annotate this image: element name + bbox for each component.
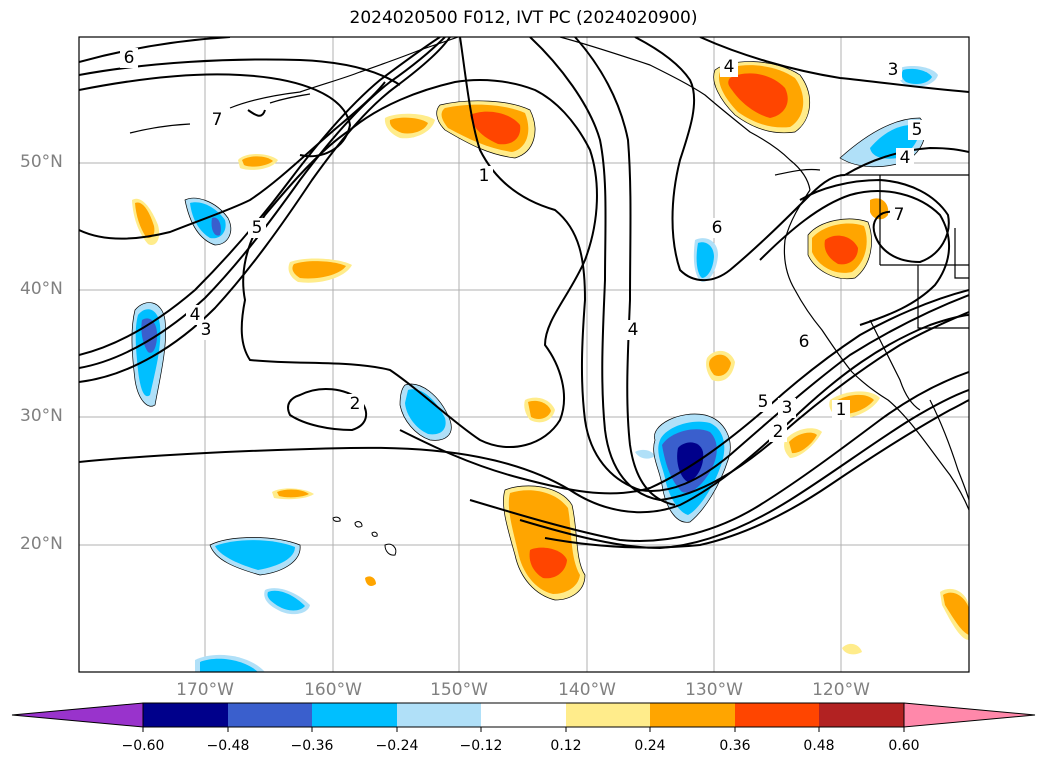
contour-label: 6 (799, 332, 810, 352)
colorbar-tick-label: −0.60 (121, 738, 165, 754)
lat-label: 30°N (20, 406, 63, 426)
colorbar-tick-label: −0.36 (290, 738, 334, 754)
lon-label: 140°W (558, 680, 616, 700)
contour-label: 3 (201, 320, 212, 340)
lon-label: 150°W (430, 680, 488, 700)
colorbar-bin (397, 703, 481, 727)
colorbar (11, 702, 1036, 732)
colorbar-bin (819, 703, 904, 727)
contour-label: 4 (628, 320, 639, 340)
lon-label: 160°W (304, 680, 362, 700)
contour-label: 2 (773, 422, 784, 442)
contour-label: 6 (712, 218, 723, 238)
colorbar-bin (566, 703, 650, 727)
contour-label: 2 (350, 394, 361, 414)
colorbar-bin (228, 703, 312, 727)
lon-label: 170°W (176, 680, 234, 700)
coastlines (129, 37, 969, 511)
lon-label: 130°W (685, 680, 743, 700)
colorbar-tick-label: 0.48 (803, 738, 835, 754)
ivt-contours (79, 37, 969, 550)
lat-label: 20°N (20, 534, 63, 554)
lon-label: 120°W (812, 680, 870, 700)
contour-label: 6 (124, 48, 135, 68)
contour-label: 4 (724, 57, 735, 77)
contour-label: 7 (212, 110, 223, 130)
colorbar-tick-label: 0.60 (888, 738, 920, 754)
contour-label: 1 (479, 166, 490, 186)
map-title: 2024020500 F012, IVT PC (2024020900) (349, 8, 698, 28)
colorbar-tick-label: 0.36 (719, 738, 751, 754)
map-border (78, 36, 970, 673)
lat-label: 50°N (20, 152, 63, 172)
islands (332, 516, 397, 556)
colorbar-tick-label: −0.24 (375, 738, 419, 754)
colorbar-bin (312, 703, 397, 727)
colorbar-bin (650, 703, 735, 727)
contour-label: 1 (836, 400, 847, 420)
contour-label: 5 (758, 392, 769, 412)
contour-label: 4 (190, 305, 201, 325)
colorbar-bin (143, 703, 228, 727)
contour-label-layer: 6 7 5 4 3 1 2 4 6 5 3 2 1 4 3 5 4 7 6 (120, 48, 926, 442)
contour-label: 3 (888, 60, 899, 80)
colorbar-tick-label: −0.12 (459, 738, 503, 754)
contour-label: 5 (252, 218, 263, 238)
colorbar-bin (481, 703, 566, 727)
colorbar-tick-label: 0.12 (550, 738, 582, 754)
lat-label: 40°N (20, 279, 63, 299)
colorbar-tick-label: −0.48 (206, 738, 250, 754)
contour-label: 5 (912, 120, 923, 140)
colorbar-bin (735, 703, 819, 727)
colorbar-extend-high (903, 702, 1036, 728)
contour-label: 7 (894, 205, 905, 225)
colorbar-extend-low (11, 702, 144, 728)
contour-label: 3 (782, 398, 793, 418)
contour-label: 4 (900, 148, 911, 168)
colorbar-tick-label: 0.24 (634, 738, 666, 754)
